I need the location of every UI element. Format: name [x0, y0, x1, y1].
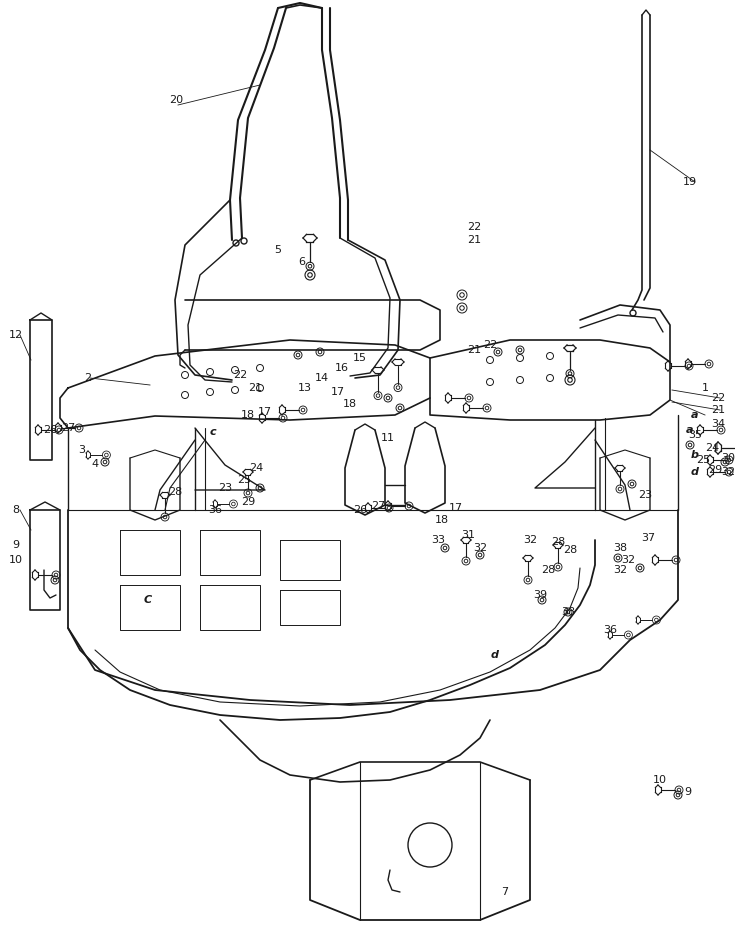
Text: 21: 21 [467, 345, 481, 355]
Text: c: c [209, 427, 216, 437]
Text: 28: 28 [563, 545, 577, 555]
Text: 25: 25 [696, 455, 710, 465]
Text: 18: 18 [343, 399, 357, 409]
Text: 24: 24 [705, 443, 719, 453]
Text: 28: 28 [541, 565, 555, 575]
Text: d: d [491, 650, 499, 660]
Text: 21: 21 [467, 235, 481, 245]
Text: 26: 26 [353, 505, 367, 515]
Text: 10: 10 [9, 555, 23, 565]
Text: 22: 22 [233, 370, 247, 380]
Text: 36: 36 [603, 625, 617, 635]
Text: 29: 29 [708, 465, 722, 475]
Text: a: a [686, 425, 694, 435]
Text: 22: 22 [483, 340, 497, 350]
Text: 18: 18 [435, 515, 449, 525]
Text: 27: 27 [371, 501, 385, 511]
Text: 32: 32 [613, 565, 627, 575]
Text: 11: 11 [381, 433, 395, 443]
Text: 2: 2 [85, 373, 92, 383]
Text: 20: 20 [169, 95, 183, 105]
Text: 29: 29 [241, 497, 255, 507]
Text: 22: 22 [467, 222, 481, 232]
Text: 13: 13 [298, 383, 312, 393]
Text: 34: 34 [711, 419, 725, 429]
Text: 7: 7 [501, 887, 509, 897]
Text: 17: 17 [449, 503, 463, 513]
Text: 38: 38 [613, 543, 627, 553]
Text: 8: 8 [12, 505, 20, 515]
Text: 32: 32 [523, 535, 537, 545]
Text: b: b [691, 450, 699, 460]
Text: 21: 21 [711, 405, 725, 415]
Text: 14: 14 [315, 373, 329, 383]
Text: 19: 19 [683, 177, 697, 187]
Text: 31: 31 [461, 530, 475, 540]
Text: 4: 4 [91, 459, 98, 469]
Text: 23: 23 [638, 490, 652, 500]
Text: 32: 32 [721, 467, 735, 477]
Text: 39: 39 [533, 590, 547, 600]
Text: 9: 9 [12, 540, 20, 550]
Text: 30: 30 [721, 453, 735, 463]
Text: 6: 6 [298, 257, 306, 267]
Text: 35: 35 [688, 430, 702, 440]
Text: 24: 24 [249, 463, 263, 473]
Text: 23: 23 [218, 483, 232, 493]
Text: 18: 18 [241, 410, 255, 420]
Text: 16: 16 [335, 363, 349, 373]
Text: 15: 15 [353, 353, 367, 363]
Text: 27: 27 [61, 423, 75, 433]
Text: 26: 26 [43, 425, 57, 435]
Text: 33: 33 [431, 535, 445, 545]
Text: 3: 3 [79, 445, 85, 455]
Text: 5: 5 [274, 245, 282, 255]
Text: 10: 10 [653, 775, 667, 785]
Text: C: C [144, 595, 152, 605]
Text: 21: 21 [248, 383, 262, 393]
Text: d: d [691, 467, 699, 477]
Text: 37: 37 [641, 533, 655, 543]
Text: 22: 22 [711, 393, 725, 403]
Text: 17: 17 [331, 387, 345, 397]
Text: 1: 1 [701, 383, 709, 393]
Text: 36: 36 [208, 505, 222, 515]
Text: 32: 32 [621, 555, 635, 565]
Text: 12: 12 [9, 330, 23, 340]
Text: a: a [691, 410, 699, 420]
Text: 28: 28 [551, 537, 565, 547]
Text: 25: 25 [237, 475, 251, 485]
Text: 9: 9 [684, 787, 692, 797]
Text: 38: 38 [561, 607, 575, 617]
Text: 32: 32 [473, 543, 487, 553]
Text: 17: 17 [258, 407, 272, 417]
Text: 28: 28 [168, 487, 182, 497]
